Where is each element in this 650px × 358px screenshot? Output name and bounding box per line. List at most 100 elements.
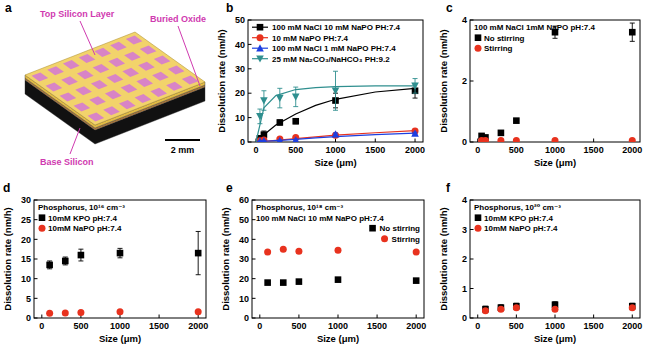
legend-label: 100 mM NaCl 1 mM NaPO PH:7.4 xyxy=(272,44,396,53)
y-tick-label: 0 xyxy=(462,313,467,323)
x-tick xyxy=(477,315,478,319)
y-tick-label: 2 xyxy=(462,76,467,86)
annotation: 100 mM NaCl 10 mM NaPO pH:7.4 xyxy=(256,214,384,223)
point xyxy=(260,97,268,104)
y-tick-label: 4 xyxy=(462,195,467,205)
y-axis-title: Dissolution rate (nm/h) xyxy=(438,29,449,132)
y-tick xyxy=(252,298,256,299)
y-tick-label: 10 xyxy=(235,113,245,123)
x-tick-label: 2000 xyxy=(622,321,642,331)
point xyxy=(629,137,636,142)
legend: 10mM KPO pH:7.410mM NaPO pH:7.4 xyxy=(475,214,558,234)
plot-frame xyxy=(470,200,640,318)
pad xyxy=(74,102,91,111)
marks xyxy=(478,23,636,142)
y-tick-label: 20 xyxy=(21,235,31,245)
pad xyxy=(138,62,155,71)
x-tick xyxy=(377,315,378,319)
point xyxy=(629,304,636,311)
point xyxy=(292,136,300,142)
x-tick xyxy=(477,139,478,143)
y-tick xyxy=(248,93,252,94)
point xyxy=(497,137,504,142)
legend-label: 25 mM Na₂CO₃/NaHCO₃ PH:9.2 xyxy=(272,55,390,64)
y-tick-label: 3 xyxy=(462,225,467,235)
y-tick xyxy=(34,278,38,279)
legend-label: 10 mM NaPO PH:7.4 xyxy=(272,34,349,43)
y-axis-title: Dissolution rate (nm/h) xyxy=(438,207,449,310)
x-tick xyxy=(159,315,160,319)
y-tick xyxy=(470,20,474,21)
x-tick-label: 1000 xyxy=(325,145,345,155)
x-tick xyxy=(415,139,416,143)
y-tick-label: 0 xyxy=(240,137,245,147)
point xyxy=(295,248,302,255)
pad xyxy=(77,70,94,79)
fit-line xyxy=(256,86,415,142)
legend-label: 10mM KPO pH:7.4 xyxy=(484,214,553,223)
pad xyxy=(124,52,141,61)
y-tick-label: 25 xyxy=(21,215,31,225)
point xyxy=(46,310,53,317)
legend-marker xyxy=(257,34,264,41)
point xyxy=(552,137,559,142)
point xyxy=(256,113,264,120)
y-tick xyxy=(34,200,38,201)
pad xyxy=(182,76,199,85)
y-tick xyxy=(248,142,252,143)
x-tick-label: 2000 xyxy=(188,321,208,331)
panel-letter: f xyxy=(446,181,451,195)
legend-label: 100 mM NaCl 10 mM NaPO PH:7.4 xyxy=(272,23,401,32)
panel-letter: a xyxy=(5,1,12,15)
y-tick xyxy=(252,278,256,279)
legend: 10mM KPO pH:7.410mM NaPO pH:7.4 xyxy=(39,214,122,234)
legend-marker xyxy=(381,235,388,242)
y-tick-label: 60 xyxy=(239,195,249,205)
point xyxy=(411,83,419,90)
annotation: Phosphorus, 10¹⁸ cm⁻³ xyxy=(256,203,343,212)
pad xyxy=(46,82,63,91)
x-tick-label: 1000 xyxy=(110,321,130,331)
y-tick xyxy=(252,219,256,220)
point xyxy=(264,279,271,286)
pad xyxy=(47,66,64,75)
y-tick-label: 0 xyxy=(244,313,249,323)
pad xyxy=(107,74,124,83)
panel-letter: e xyxy=(226,181,233,195)
point xyxy=(77,309,84,316)
y-axis-title: Dissolution rate (nm/h) xyxy=(216,29,227,132)
y-tick-label: 20 xyxy=(235,88,245,98)
error-bar xyxy=(63,257,68,265)
x-tick-label: 0 xyxy=(257,321,262,331)
x-tick xyxy=(632,315,633,319)
legend-label: No stirring xyxy=(484,34,525,43)
plot-frame xyxy=(34,200,206,318)
point xyxy=(195,250,202,257)
point xyxy=(513,137,520,142)
point xyxy=(497,306,504,313)
top-layer xyxy=(25,32,205,125)
x-tick xyxy=(335,139,336,143)
legend-label: No stirring xyxy=(380,224,421,233)
scale-bar xyxy=(165,139,200,141)
legend: No stirringStirring xyxy=(475,34,525,54)
y-tick xyxy=(470,259,474,260)
x-axis-title: Size (μm) xyxy=(99,333,141,344)
pad xyxy=(119,100,136,109)
point xyxy=(117,308,124,315)
panel: f012340500100015002000Size (μm)Dissoluti… xyxy=(438,181,642,344)
panel-letter: b xyxy=(226,1,233,15)
x-tick-label: 0 xyxy=(475,145,480,155)
legend-marker xyxy=(475,34,482,41)
pad xyxy=(32,72,49,81)
pad xyxy=(166,82,183,91)
x-axis-title: Size (μm) xyxy=(314,157,356,168)
point xyxy=(335,276,342,283)
pointer xyxy=(80,21,95,55)
point xyxy=(498,130,505,137)
y-tick-label: 30 xyxy=(235,64,245,74)
point xyxy=(280,279,287,286)
y-tick xyxy=(252,200,256,201)
legend-marker xyxy=(39,214,46,221)
legend-label: Stirring xyxy=(392,235,421,244)
